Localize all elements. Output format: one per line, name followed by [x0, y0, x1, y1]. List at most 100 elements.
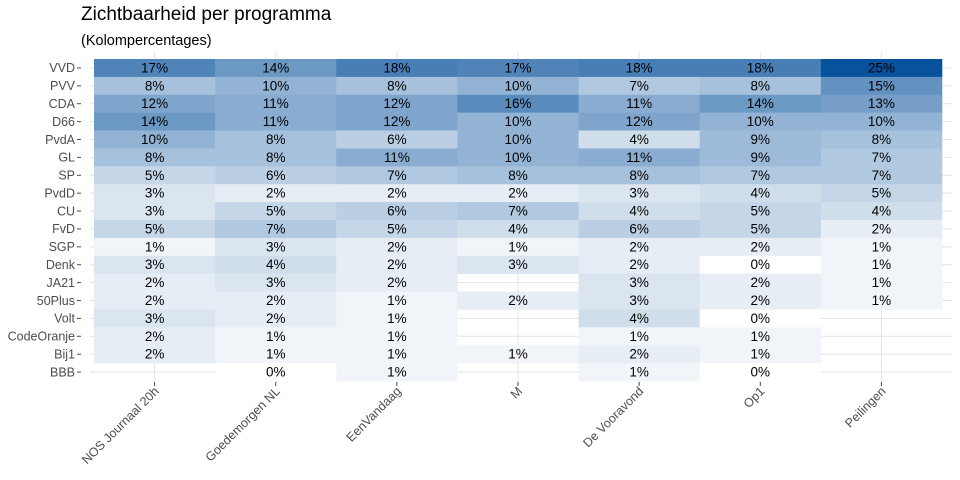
heatmap-cell [215, 273, 337, 292]
heatmap-cell [336, 273, 458, 292]
cell-value-label: 7% [751, 168, 771, 183]
cell-value-label: 11% [263, 96, 289, 111]
cell-value-label: 3% [629, 275, 649, 290]
cell-value-label: 5% [387, 221, 407, 236]
cell-value-label: 14% [141, 114, 168, 129]
heatmap-cell [578, 309, 701, 328]
cell-value-label: 11% [626, 150, 652, 165]
cell-value-label: 8% [629, 168, 649, 183]
heatmap-cell [578, 291, 701, 310]
heatmap-cell [578, 202, 701, 221]
cell-value-label: 2% [387, 186, 407, 201]
cell-value-label: 7% [629, 78, 649, 93]
heatmap-cell [699, 59, 822, 78]
cell-value-label: 2% [629, 257, 649, 272]
heatmap-cell [820, 148, 943, 167]
row-label-pvda: PvdA [45, 133, 76, 147]
heatmap-cells [94, 59, 943, 382]
row-label-cda: CDA [49, 97, 76, 111]
heatmap-cell [215, 327, 337, 346]
heatmap-cell [94, 130, 216, 149]
cell-value-label: 2% [629, 347, 649, 362]
row-label-vvd: VVD [49, 61, 75, 75]
cell-value-label: 10% [504, 132, 531, 147]
heatmap-cell [336, 327, 458, 346]
cell-value-label: 8% [872, 132, 892, 147]
heatmap-cell [336, 237, 458, 257]
cell-value-label: 18% [747, 60, 774, 75]
heatmap-cell [820, 184, 943, 203]
heatmap-cell [94, 345, 216, 364]
heatmap-cell [578, 148, 701, 167]
column-label: De Vooravond [580, 384, 646, 450]
cell-value-label: 8% [751, 78, 771, 93]
heatmap-cell [336, 130, 458, 149]
cell-value-label: 0% [751, 257, 771, 272]
cell-value-label: 2% [872, 221, 892, 236]
cell-value-label: 2% [751, 239, 771, 254]
cell-value-label: 8% [145, 150, 165, 165]
cell-value-label: 1% [629, 365, 649, 380]
row-label-pvdd: PvdD [44, 186, 75, 200]
cell-value-label: 1% [387, 329, 407, 344]
cell-value-label: 5% [145, 168, 165, 183]
cell-value-label: 17% [141, 60, 168, 75]
cell-value-label: 5% [266, 204, 286, 219]
heatmap-cell [578, 184, 701, 203]
heatmap-cell [94, 255, 216, 274]
column-label: Op1 [741, 384, 768, 411]
heatmap-cell [699, 112, 822, 131]
cell-value-label: 1% [872, 275, 892, 290]
cell-value-label: 7% [508, 204, 528, 219]
cell-value-label: 2% [751, 275, 771, 290]
heatmap-cell [457, 112, 579, 131]
heatmap-cell [336, 184, 458, 203]
heatmap-cell [215, 148, 337, 167]
cell-value-label: 6% [266, 168, 286, 183]
heatmap-cell [94, 309, 216, 328]
row-label-volt: Volt [54, 312, 75, 326]
heatmap-cell [699, 237, 822, 257]
heatmap-cell [820, 130, 943, 149]
row-label-pvv: PVV [50, 79, 76, 93]
heatmap-cell [578, 130, 701, 149]
cell-value-label: 2% [266, 186, 286, 201]
cell-value-label: 10% [262, 78, 289, 93]
cell-value-label: 10% [868, 114, 895, 129]
column-label: EenVandaag [344, 384, 404, 444]
heatmap-cell [699, 220, 822, 239]
heatmap-cell [215, 291, 337, 310]
heatmap-cell [578, 94, 701, 113]
cell-value-label: 11% [626, 96, 652, 111]
heatmap-cell [336, 220, 458, 239]
cell-value-label: 3% [266, 239, 286, 254]
cell-value-label: 1% [508, 347, 528, 362]
heatmap-cell [699, 130, 822, 149]
cell-value-label: 8% [266, 132, 286, 147]
cell-value-label: 17% [504, 60, 531, 75]
cell-value-label: 2% [508, 293, 528, 308]
heatmap-cell [215, 184, 337, 203]
cell-value-label: 2% [145, 329, 165, 344]
cell-value-label: 7% [872, 150, 892, 165]
row-label-cu: CU [57, 204, 75, 218]
heatmap-cell [578, 363, 701, 382]
heatmap-cell [820, 291, 943, 310]
cell-value-label: 2% [508, 186, 528, 201]
heatmap-cell [215, 130, 337, 149]
heatmap-cell [336, 345, 458, 364]
heatmap-cell [820, 166, 943, 185]
heatmap-cell [578, 59, 701, 78]
cell-value-label: 18% [383, 60, 410, 75]
cell-value-label: 2% [145, 293, 165, 308]
heatmap-cell [578, 327, 701, 346]
cell-value-label: 3% [266, 275, 286, 290]
heatmap-cell [578, 255, 701, 274]
cell-value-label: 1% [387, 311, 407, 326]
cell-labels: 17% 14% 18% 17% 18% 18% 25% 8% 10% 8% 10% 7% 8% 15% 12… [141, 60, 895, 379]
heatmap-cell [457, 220, 579, 239]
cell-value-label: 4% [629, 311, 649, 326]
heatmap-cell [820, 94, 943, 113]
heatmap-cell [336, 166, 458, 185]
heatmap-cell [94, 184, 216, 203]
